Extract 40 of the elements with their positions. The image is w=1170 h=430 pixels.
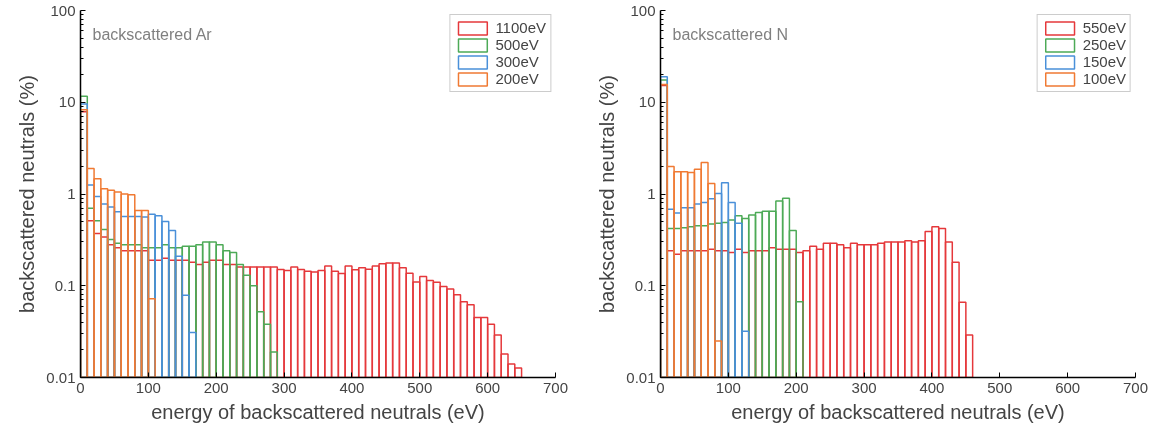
x-tick-label: 200 — [783, 378, 809, 396]
y-axis-title: backscattered neutrals (%) — [596, 75, 619, 313]
y-tick-label: 0.01 — [626, 368, 656, 386]
y-axis-title: backscattered neutrals (%) — [16, 75, 39, 313]
legend-label: 100eV — [1082, 70, 1126, 87]
y-tick-label: 100 — [630, 1, 656, 19]
x-tick-label: 300 — [851, 378, 877, 396]
x-tick-label: 0 — [656, 378, 665, 396]
legend-label: 150eV — [1082, 53, 1126, 70]
legend-label: 250eV — [1082, 36, 1126, 53]
annotation: backscattered N — [672, 25, 789, 43]
y-tick-label: 10 — [638, 93, 656, 111]
x-tick-label: 600 — [475, 378, 501, 396]
legend-label: 500eV — [495, 36, 539, 53]
legend-label: 550eV — [1082, 19, 1126, 36]
x-tick-label: 400 — [919, 378, 945, 396]
y-tick-label: 0.1 — [54, 276, 76, 294]
y-tick-label: 0.1 — [634, 276, 656, 294]
x-tick-label: 400 — [339, 378, 365, 396]
x-axis-title: energy of backscattered neutrals (eV) — [151, 400, 485, 423]
y-tick-label: 100 — [50, 1, 76, 19]
x-tick-label: 500 — [407, 378, 433, 396]
x-tick-label: 300 — [271, 378, 297, 396]
x-tick-label: 200 — [203, 378, 229, 396]
x-tick-label: 500 — [987, 378, 1013, 396]
annotation: backscattered Ar — [92, 25, 213, 43]
x-tick-label: 100 — [715, 378, 741, 396]
y-tick-label: 1 — [67, 185, 76, 202]
legend-label: 1100eV — [495, 19, 546, 36]
x-tick-label: 0 — [76, 378, 85, 396]
x-tick-label: 700 — [542, 378, 569, 396]
legend-label: 300eV — [495, 53, 539, 70]
x-tick-label: 600 — [1055, 378, 1081, 396]
x-axis-title: energy of backscattered neutrals (eV) — [731, 400, 1065, 423]
y-tick-label: 0.01 — [46, 368, 76, 386]
x-tick-label: 700 — [1122, 378, 1149, 396]
y-tick-label: 1 — [647, 185, 656, 202]
x-tick-label: 100 — [135, 378, 161, 396]
y-tick-label: 10 — [58, 93, 76, 111]
legend-label: 200eV — [495, 70, 539, 87]
